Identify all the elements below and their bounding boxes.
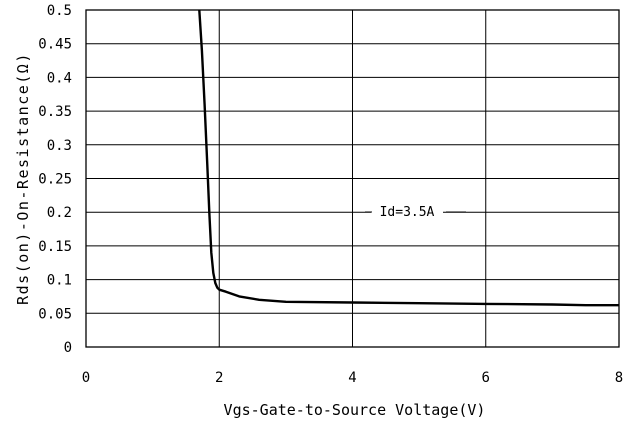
y-tick-label: 0.3 [47, 138, 72, 154]
y-tick-label: 0.45 [38, 37, 72, 53]
y-tick-label: 0.4 [47, 70, 72, 86]
series-line [198, 9, 619, 307]
y-tick-label: 0 [64, 340, 72, 356]
grid [85, 9, 620, 348]
x-tick-label: 6 [482, 370, 490, 386]
annotation-background [371, 202, 443, 222]
y-tick-label: 0.5 [47, 3, 72, 19]
x-tick-label: 8 [615, 370, 623, 386]
annotation-label: Id=3.5A [380, 205, 435, 220]
y-axis-ticks: 0 0.05 0.1 0.15 0.2 0.25 0.3 0.35 0.4 0.45 0.5 [38, 3, 72, 356]
x-tick-label: 2 [215, 370, 223, 386]
y-tick-label: 0.1 [47, 273, 72, 289]
y-tick-label: 0.25 [38, 172, 72, 188]
y-tick-label: 0.2 [47, 205, 72, 221]
x-tick-label: 0 [82, 370, 90, 386]
plot-frame [85, 9, 620, 348]
y-axis-title: Rds(on)-On-Resistance(Ω) [14, 52, 32, 305]
y-tick-label: 0.35 [38, 104, 72, 120]
x-axis-ticks: 0 2 4 6 8 [82, 370, 623, 386]
y-tick-label: 0.15 [38, 239, 72, 255]
y-tick-label: 0.05 [38, 306, 72, 322]
x-tick-label: 4 [348, 370, 356, 386]
x-axis-title: Vgs-Gate-to-Source Voltage(V) [224, 401, 486, 419]
